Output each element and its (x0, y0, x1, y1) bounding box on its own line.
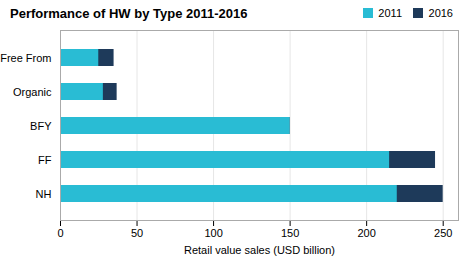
svg-text:NH: NH (36, 188, 52, 200)
svg-text:250: 250 (434, 227, 452, 239)
html-text:2011: 2011 (378, 7, 402, 19)
svg-text:100: 100 (204, 227, 222, 239)
svg-text:BFY: BFY (30, 120, 52, 132)
svg-text:Free From: Free From (0, 52, 51, 64)
svg-text:Organic: Organic (13, 86, 52, 98)
svg-text:Retail value sales (USD billio: Retail value sales (USD billion) (184, 244, 335, 256)
svg-text:200: 200 (357, 227, 375, 239)
svg-text:FF: FF (38, 154, 52, 166)
svg-text:150: 150 (281, 227, 299, 239)
html-text:Performance of HW by Type 2011: Performance of HW by Type 2011-2016 (10, 5, 248, 21)
svg-text:0: 0 (57, 227, 63, 239)
svg-text:50: 50 (131, 227, 143, 239)
html-text:2016: 2016 (428, 7, 453, 19)
